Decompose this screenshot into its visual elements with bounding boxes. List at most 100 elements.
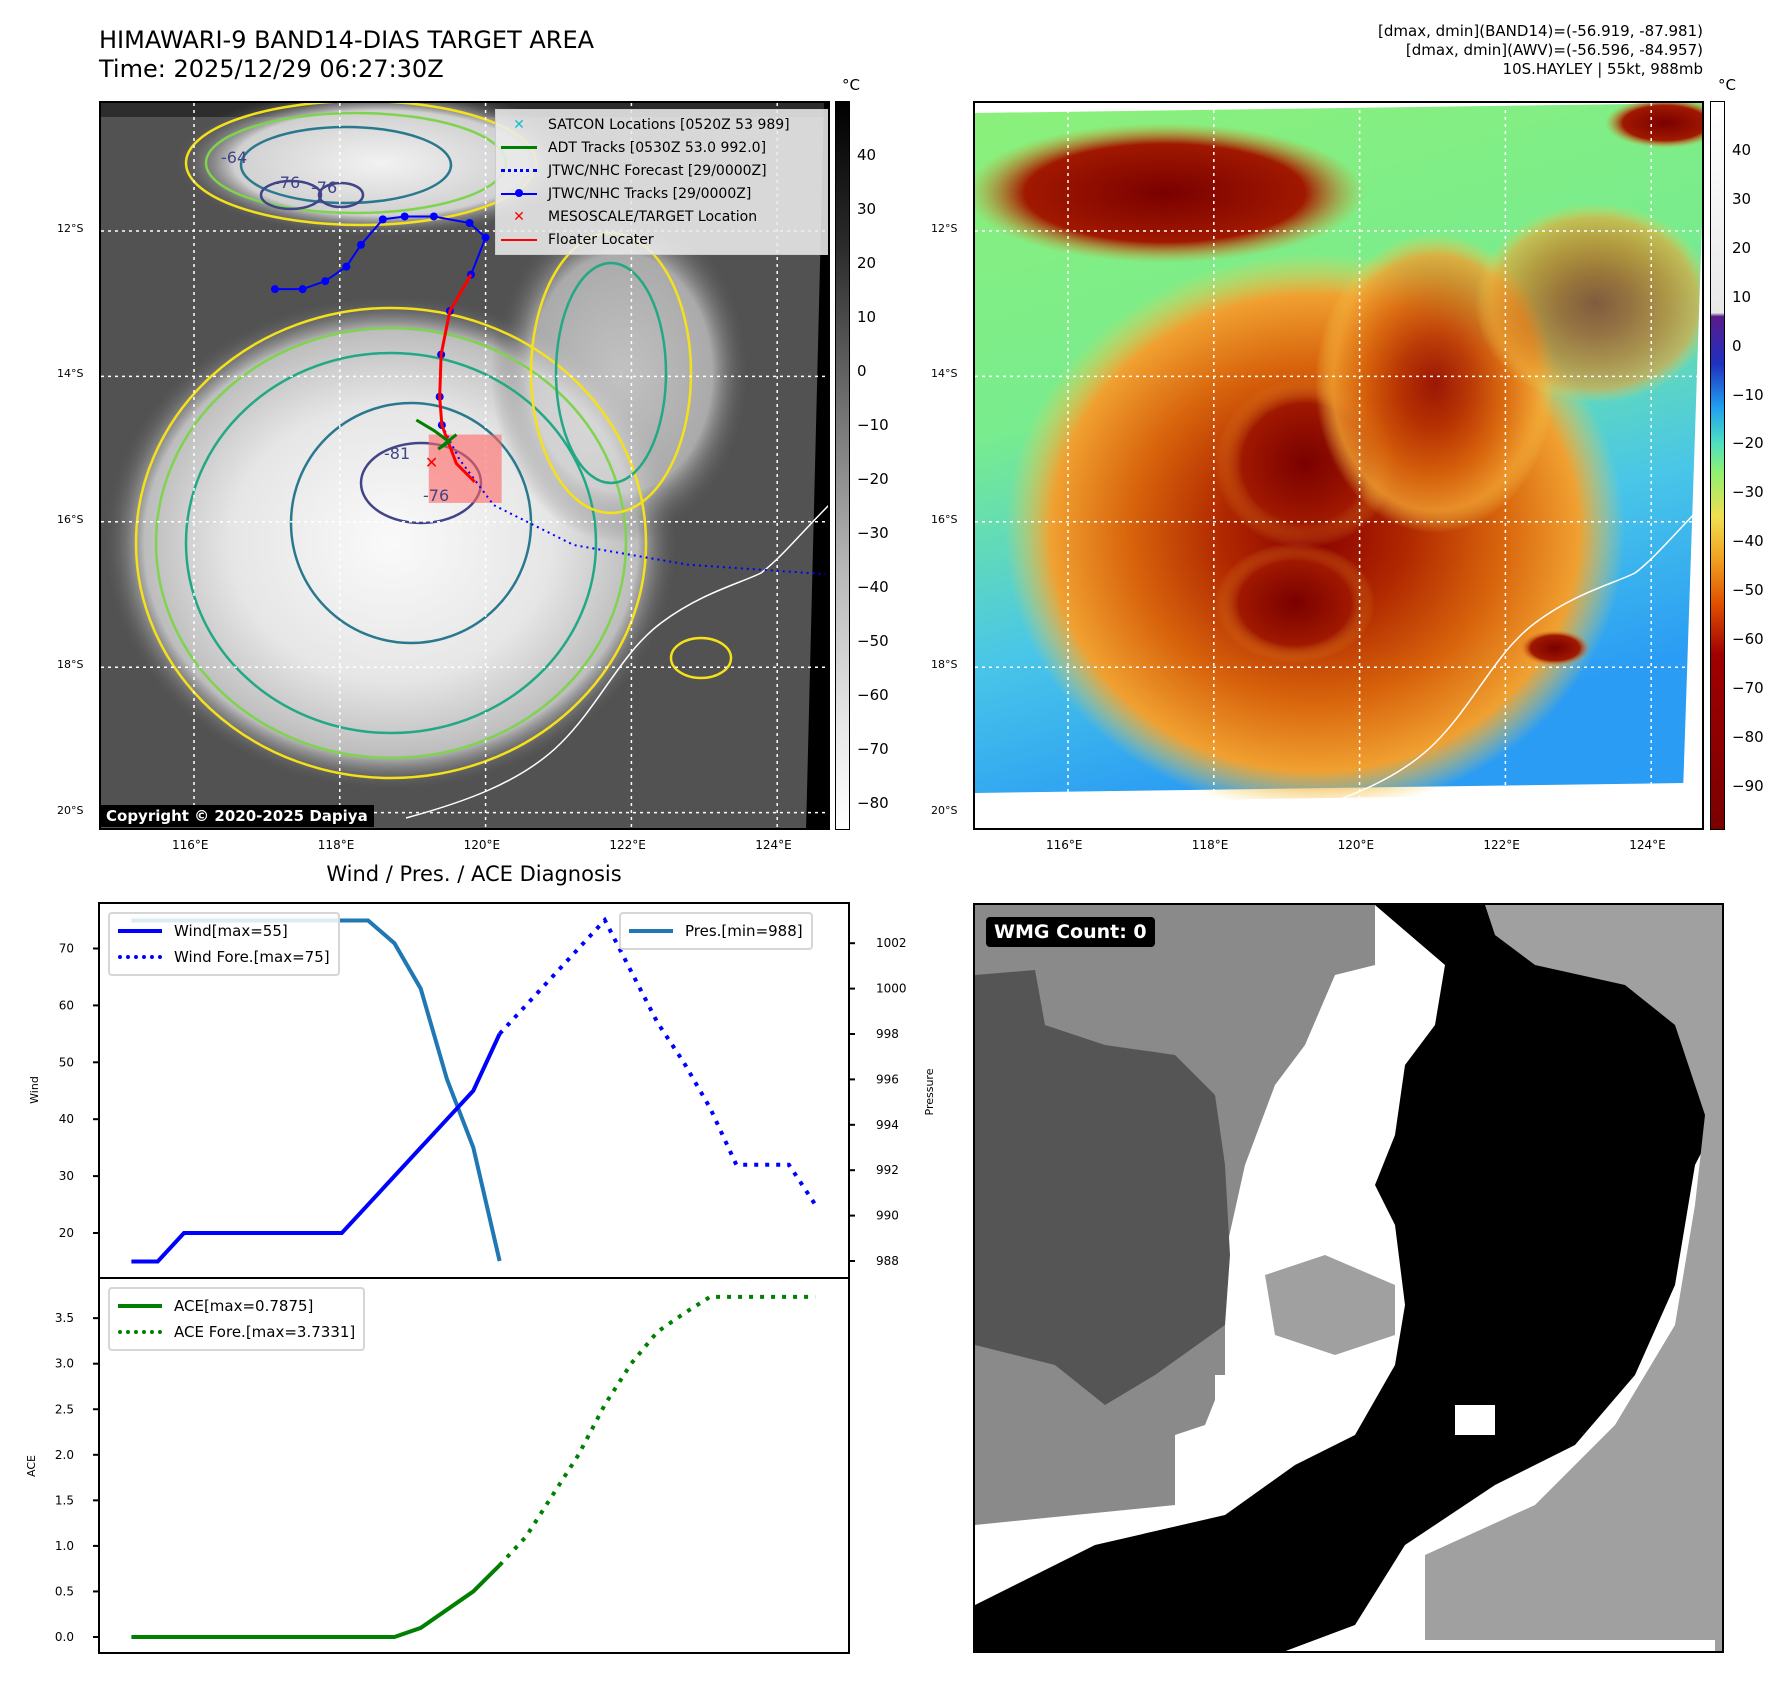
lon-label: 122°E [609,838,646,852]
colorbar-tick-label: 30 [857,200,877,218]
lat-label: 20°S [931,803,958,817]
wind-forecast-line [498,916,817,1206]
jtwc-track-point [270,285,279,294]
lon-label: 116°E [1046,838,1083,852]
colorbar-tick-label: −80 [857,794,889,812]
ir-map-image: -64 -76 -76 ✕ -81 -76 [101,103,828,828]
legend-label: ACE Fore.[max=3.7331] [174,1323,356,1341]
legend-label: Wind Fore.[max=75] [174,948,330,966]
lat-label: 12°S [931,222,958,235]
legend-item-floater: Floater Locater [500,228,825,251]
lon-label: 124°E [755,838,792,852]
lat-label: 18°S [931,658,958,672]
storm-info: [dmax, dmin](BAND14)=(-56.919, -87.981) … [1378,22,1703,79]
lon-label: 118°E [1191,838,1229,852]
legend-label: JTWC/NHC Forecast [29/0000Z] [548,162,767,179]
awv-map-image [975,103,1702,828]
colorbar-tick-label: −80 [1732,727,1764,746]
colorbar-tick-label: 0 [857,362,867,380]
awv-range: [dmax, dmin](AWV)=(-56.596, -84.957) [1405,41,1703,59]
ace-axis-label: ACE [25,1455,38,1477]
ir-colorbar [835,101,850,830]
lat-label: 14°S [931,367,958,381]
legend-label: Pres.[min=988] [685,922,803,940]
wind-axis-label: Wind [28,1076,41,1104]
legend-item-jtwc-forecast: JTWC/NHC Forecast [29/0000Z] [500,159,825,182]
dotted-line-icon [500,169,538,172]
colorbar-tick-label: −90 [1732,776,1764,795]
pressure-tick-label: 996 [876,1072,899,1086]
dotted-line-icon [118,1330,162,1334]
contour-label: -76 [423,486,449,505]
lat-label: 16°S [57,512,84,526]
line-icon [500,146,538,149]
jtwc-track-point [481,233,490,242]
legend-item-wind-forecast: Wind Fore.[max=75] [118,944,330,970]
floater-locater-line [438,273,476,483]
legend-label: ADT Tracks [0530Z 53.0 992.0] [548,139,767,156]
colorbar-tick-label: −10 [857,416,889,434]
colorbar-tick-label: 30 [1732,189,1752,208]
legend-label: Floater Locater [548,231,654,248]
solid-line-icon [118,929,162,933]
awv-colorbar [1710,101,1725,830]
lat-label: 14°S [57,367,84,381]
ace-legend: ACE[max=0.7875] ACE Fore.[max=3.7331] [108,1287,366,1351]
colorbar-tick-label: −20 [857,470,889,488]
colorbar-tick-label: −30 [1732,483,1764,502]
ir-satellite-map: -64 -76 -76 ✕ -81 -76 ✕ SATCON Locations … [99,101,830,830]
band14-range: [dmax, dmin](BAND14)=(-56.919, -87.981) [1378,22,1703,40]
contour-label: -76 [311,178,337,197]
colorbar-tick-label: 0 [1732,336,1742,355]
copyright-label: Copyright © 2020-2025 Dapiya [100,805,374,827]
ace-tick-label: 0.5 [55,1584,74,1598]
legend-item-jtwc-tracks: JTWC/NHC Tracks [29/0000Z] [500,182,825,205]
ace-tick-label: 2.0 [55,1448,74,1462]
pressure-tick-label: 998 [876,1027,899,1041]
colorbar-tick-label: 40 [857,146,877,164]
target-location-marker: ✕ [425,453,438,472]
colorbar-tick-label: −40 [857,578,889,596]
colorbar-tick-label: 10 [857,308,877,326]
wind-tick-label: 60 [59,998,74,1012]
ace-tick-label: 2.5 [55,1402,74,1416]
dotted-line-icon [118,955,162,959]
colorbar-tick-label: 40 [1732,141,1752,159]
solid-line-icon [629,929,673,933]
wind-tick-label: 50 [59,1055,74,1069]
legend-label: ACE[max=0.7875] [174,1297,314,1315]
lon-label: 120°E [463,838,501,852]
awv-colorbar-unit: °C [1718,76,1736,94]
lat-label: 18°S [57,658,84,672]
ace-plot-frame [98,1277,850,1654]
line-icon [500,238,538,241]
jtwc-forecast-line [440,424,826,576]
wind-legend: Wind[max=55] Wind Fore.[max=75] [108,912,340,976]
title-time: Time: 2025/12/29 06:27:30Z [99,55,444,83]
core-contour-labels: -81 -76 [384,444,449,505]
ace-tick-label: 1.0 [55,1539,74,1553]
colorbar-tick-label: −40 [1732,532,1764,551]
ace-line [131,1563,502,1639]
contour-label: -81 [384,444,410,463]
wmg-image [975,905,1722,1651]
lat-label: 20°S [57,803,84,817]
colorbar-tick-label: −50 [1732,581,1764,600]
ace-tick-label: 3.5 [55,1311,74,1325]
awv-map [973,101,1704,830]
wmg-count-badge: WMG Count: 0 [986,917,1155,947]
ace-tick-label: 1.5 [55,1493,74,1507]
chart-title: Wind / Pres. / ACE Diagnosis [326,862,622,886]
pressure-tick-label: 994 [876,1118,899,1132]
pressure-tick-label: 988 [876,1254,899,1268]
legend-item-ace: ACE[max=0.7875] [118,1293,355,1319]
ir-colorbar-unit: °C [842,76,860,94]
line-dot-icon [500,188,538,197]
jtwc-track-point [342,262,351,271]
figure-title: HIMAWARI-9 BAND14-DIAS TARGET AREA Time:… [99,26,594,84]
legend-label: MESOSCALE/TARGET Location [548,208,758,225]
colorbar-tick-label: −30 [857,524,889,542]
contour-label: -64 [221,148,247,167]
jtwc-track-point [356,240,365,249]
pressure-axis-label: Pressure [923,1068,936,1115]
